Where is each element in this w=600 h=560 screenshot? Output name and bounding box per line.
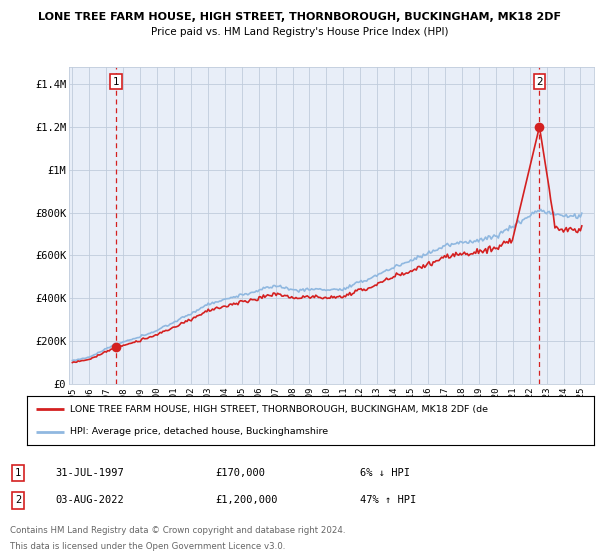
Text: £1,200,000: £1,200,000	[215, 496, 277, 506]
Text: £170,000: £170,000	[215, 468, 265, 478]
Text: Price paid vs. HM Land Registry's House Price Index (HPI): Price paid vs. HM Land Registry's House …	[151, 27, 449, 37]
Text: Contains HM Land Registry data © Crown copyright and database right 2024.: Contains HM Land Registry data © Crown c…	[10, 526, 346, 535]
Text: LONE TREE FARM HOUSE, HIGH STREET, THORNBOROUGH, BUCKINGHAM, MK18 2DF: LONE TREE FARM HOUSE, HIGH STREET, THORN…	[38, 12, 562, 22]
Text: 47% ↑ HPI: 47% ↑ HPI	[360, 496, 416, 506]
Text: 31-JUL-1997: 31-JUL-1997	[55, 468, 124, 478]
Text: HPI: Average price, detached house, Buckinghamshire: HPI: Average price, detached house, Buck…	[70, 427, 328, 436]
Text: 2: 2	[536, 77, 543, 87]
Text: LONE TREE FARM HOUSE, HIGH STREET, THORNBOROUGH, BUCKINGHAM, MK18 2DF (de: LONE TREE FARM HOUSE, HIGH STREET, THORN…	[70, 405, 488, 414]
Text: 1: 1	[15, 468, 21, 478]
Text: 1: 1	[113, 77, 119, 87]
Text: 2: 2	[15, 496, 21, 506]
Text: This data is licensed under the Open Government Licence v3.0.: This data is licensed under the Open Gov…	[10, 542, 286, 550]
Text: 6% ↓ HPI: 6% ↓ HPI	[360, 468, 410, 478]
Text: 03-AUG-2022: 03-AUG-2022	[55, 496, 124, 506]
